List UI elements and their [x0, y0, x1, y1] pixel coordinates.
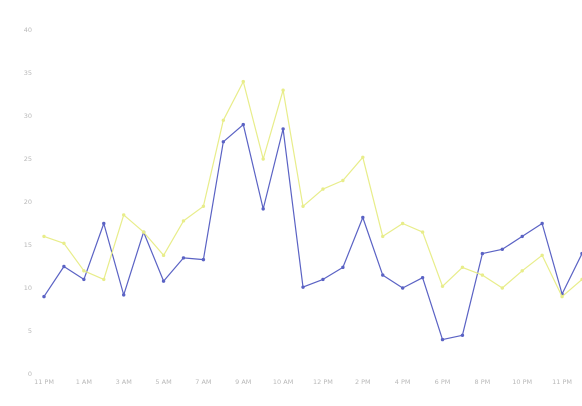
- series-point: [281, 88, 285, 92]
- series-point: [281, 127, 285, 131]
- y-tick-label: 35: [24, 69, 32, 77]
- series-point: [321, 187, 325, 191]
- series-line: [43, 123, 582, 341]
- x-tick-label: 4 PM: [395, 378, 411, 386]
- series-point: [241, 79, 245, 84]
- y-tick-label: 0: [28, 370, 32, 378]
- x-tick-label: 8 PM: [475, 378, 491, 386]
- series-point: [440, 337, 445, 342]
- series-point: [102, 221, 106, 226]
- series-point: [301, 204, 305, 208]
- series-point: [460, 333, 465, 337]
- y-tick-label: 25: [24, 155, 32, 163]
- series-point: [440, 284, 445, 288]
- y-axis-ticks: 0 5 10 15 20 25 30 35 40: [24, 26, 32, 378]
- series-point: [480, 273, 485, 277]
- series-point: [500, 247, 504, 251]
- series-point: [161, 253, 166, 258]
- series-point: [460, 265, 465, 270]
- series-point: [122, 293, 126, 297]
- y-tick-label: 20: [24, 198, 32, 206]
- y-tick-label: 15: [24, 241, 32, 249]
- series-point: [540, 221, 544, 226]
- series-point: [321, 277, 325, 282]
- x-axis-ticks: 11 PM 1 AM 3 AM 5 AM 7 AM 9 AM 10 AM 12 PM 2 PM 4…: [34, 378, 572, 386]
- x-tick-label: 10 PM: [512, 378, 532, 386]
- series-point: [381, 273, 385, 277]
- series-point: [560, 294, 564, 299]
- y-tick-label: 10: [24, 284, 32, 292]
- series-point: [341, 178, 345, 183]
- series-point: [201, 204, 206, 208]
- series-line: [43, 80, 582, 298]
- series-point: [420, 275, 425, 280]
- series-point: [102, 277, 106, 282]
- series-point: [141, 230, 146, 234]
- series-point: [361, 215, 365, 220]
- series-point: [181, 219, 186, 223]
- y-tick-label: 40: [24, 26, 32, 34]
- series-point: [301, 285, 305, 289]
- series-point: [420, 230, 425, 234]
- series-point: [480, 251, 485, 256]
- series-point: [181, 256, 186, 260]
- series-point: [400, 286, 405, 290]
- series-1: [42, 122, 582, 342]
- series-point: [122, 213, 126, 217]
- series-point: [62, 264, 66, 269]
- x-tick-label: 11 PM: [34, 378, 54, 386]
- series-point: [520, 234, 524, 239]
- series-point: [161, 279, 166, 283]
- series-point: [42, 234, 46, 239]
- x-tick-label: 6 PM: [435, 378, 451, 386]
- x-tick-label: 1 AM: [76, 378, 92, 386]
- series-point: [42, 294, 46, 299]
- series-2: [42, 79, 582, 299]
- x-tick-label: 11 PM: [552, 378, 572, 386]
- x-tick-label: 3 AM: [116, 378, 132, 386]
- series-point: [540, 253, 544, 258]
- series-point: [261, 157, 265, 161]
- series-point: [500, 286, 504, 290]
- series-point: [341, 265, 345, 270]
- x-tick-label: 5 AM: [155, 378, 171, 386]
- y-tick-label: 5: [28, 327, 32, 335]
- series-point: [361, 155, 365, 159]
- series-point: [201, 257, 206, 262]
- series-point: [221, 140, 226, 144]
- series-point: [82, 269, 86, 273]
- y-tick-label: 30: [24, 112, 32, 120]
- series-point: [221, 118, 226, 123]
- series-point: [82, 277, 86, 282]
- series-point: [400, 221, 405, 226]
- x-tick-label: 10 AM: [273, 378, 293, 386]
- series-group: [42, 79, 582, 342]
- series-point: [241, 122, 245, 127]
- series-point: [261, 207, 265, 211]
- x-tick-label: 2 PM: [355, 378, 371, 386]
- x-tick-label: 9 AM: [235, 378, 251, 386]
- x-tick-label: 12 PM: [313, 378, 333, 386]
- series-point: [520, 269, 524, 273]
- x-tick-label: 7 AM: [195, 378, 211, 386]
- series-point: [381, 234, 385, 239]
- series-point: [62, 241, 66, 245]
